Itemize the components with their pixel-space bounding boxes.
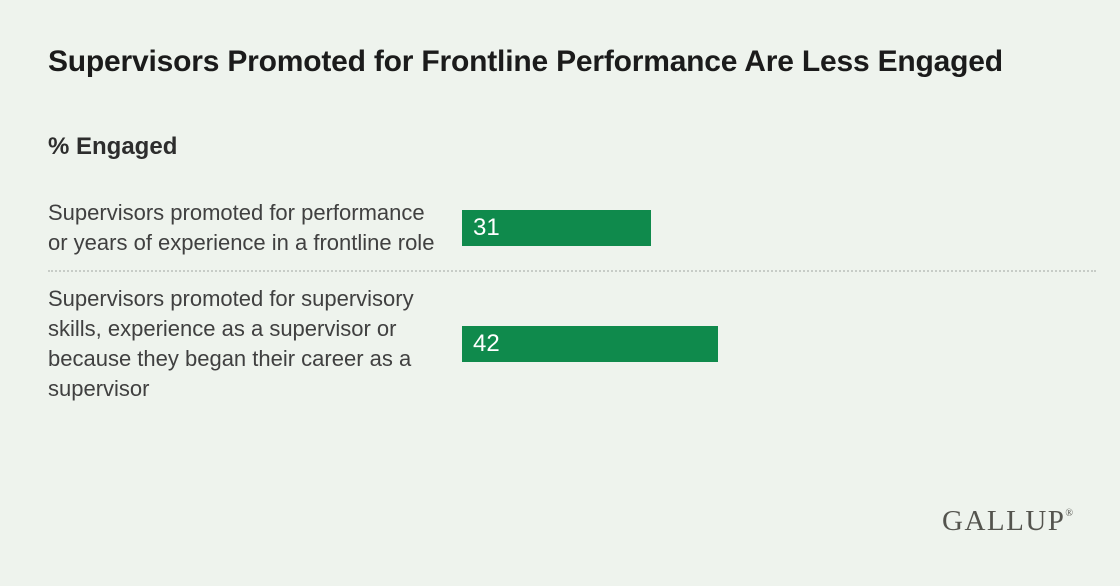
bar-value-label: 42 <box>473 330 500 357</box>
bar-track: 31 <box>462 210 1072 246</box>
chart-title: Supervisors Promoted for Frontline Perfo… <box>48 45 1003 78</box>
bar-chart: Supervisors promoted for performance or … <box>48 198 1096 404</box>
category-label: Supervisors promoted for supervisory ski… <box>48 286 414 401</box>
category-label: Supervisors promoted for performance or … <box>48 200 435 255</box>
registered-trademark-icon: ® <box>1065 508 1073 519</box>
row-divider <box>48 270 1096 272</box>
gallup-logo: GALLUP® <box>942 507 1073 536</box>
bar-value-label: 31 <box>473 214 500 241</box>
bar-frontline-promoted: 31 <box>462 210 652 246</box>
chart-subtitle-percent-engaged: % Engaged <box>48 133 178 160</box>
chart-row-supervisory-promoted: Supervisors promoted for supervisory ski… <box>48 284 1096 404</box>
bar-supervisory-promoted: 42 <box>462 326 719 362</box>
bar-track: 42 <box>462 326 1072 362</box>
chart-row-frontline-promoted: Supervisors promoted for performance or … <box>48 198 1096 258</box>
gallup-logo-text: GALLUP <box>942 505 1066 537</box>
